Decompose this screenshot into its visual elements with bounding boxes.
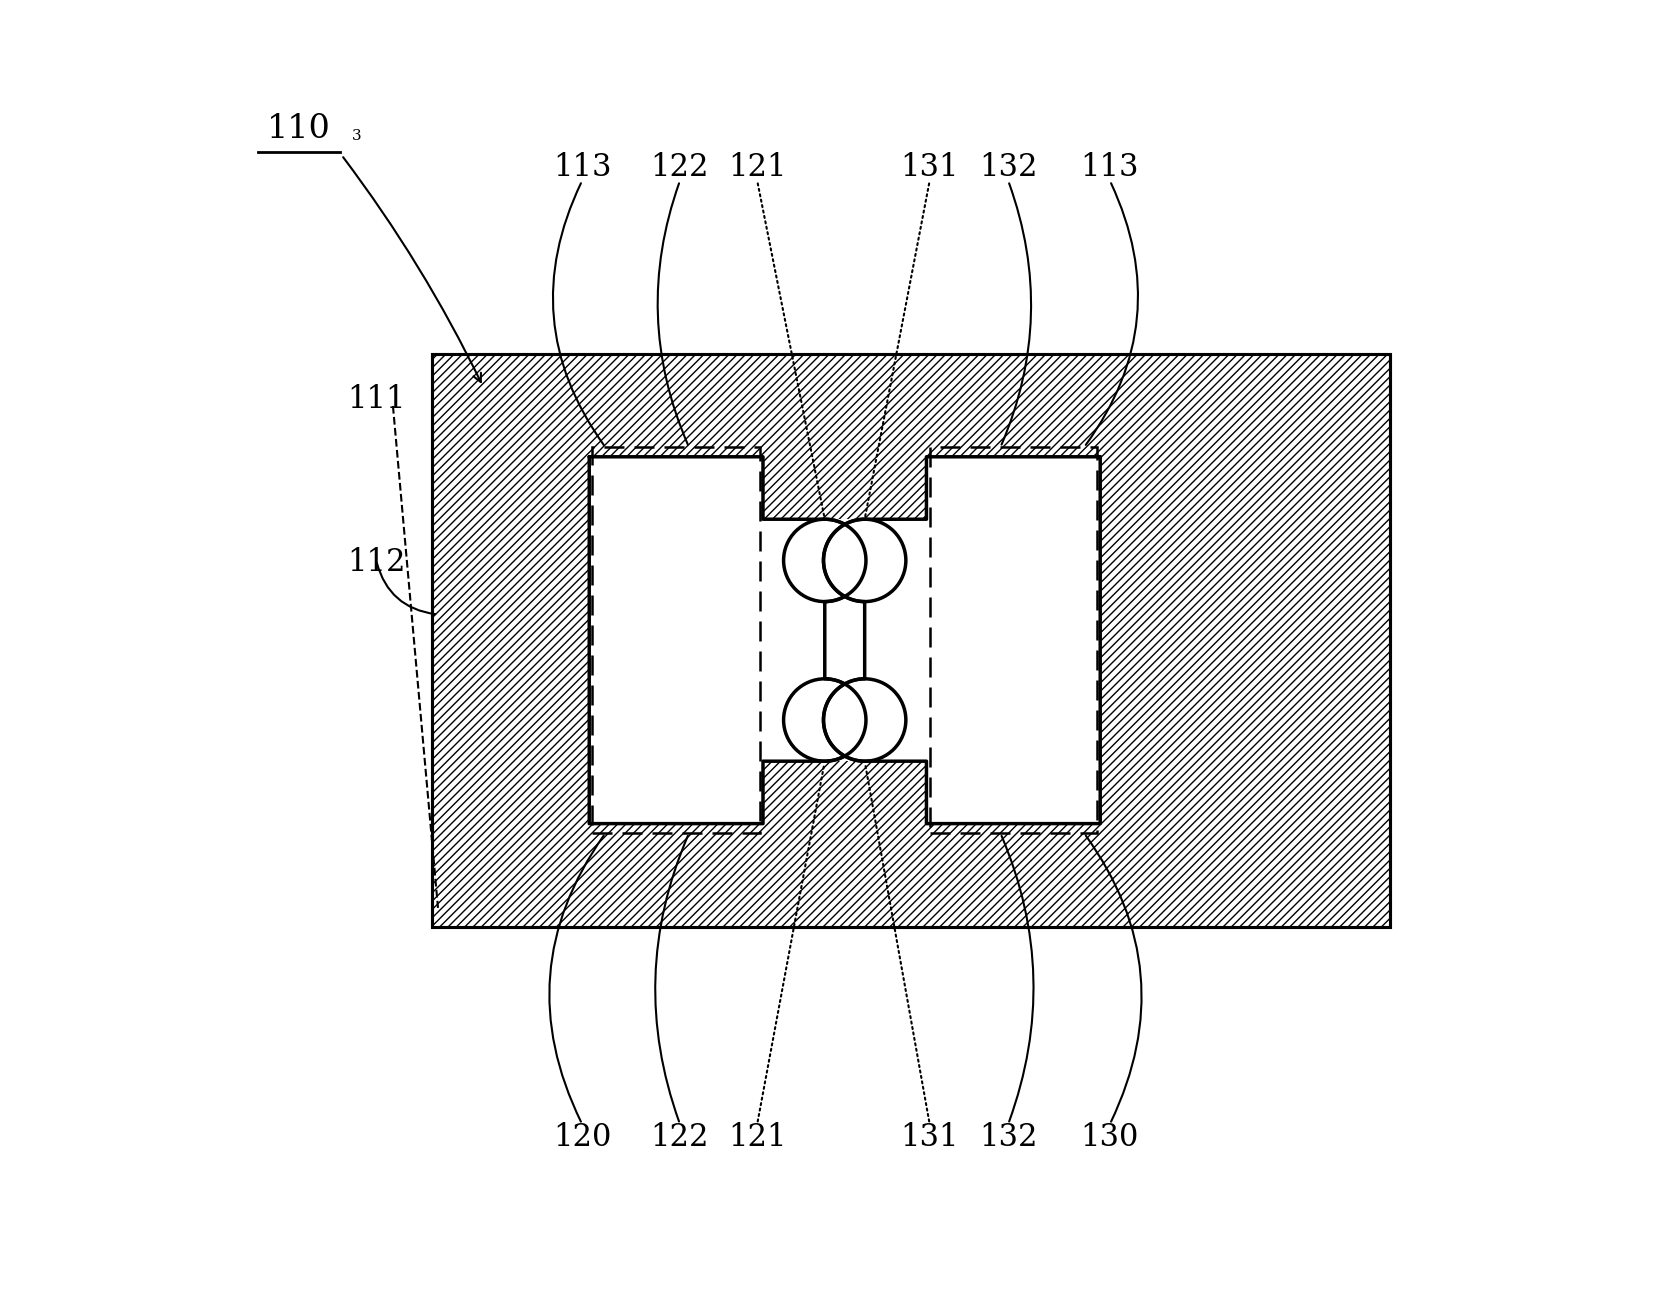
- Text: 111: 111: [346, 384, 405, 415]
- Bar: [589, 457, 763, 824]
- Text: 121: 121: [728, 152, 786, 183]
- Text: 130: 130: [1081, 1121, 1138, 1153]
- Bar: [432, 354, 1390, 928]
- Bar: [432, 354, 1390, 928]
- Text: 3: 3: [351, 129, 361, 143]
- Bar: [865, 519, 967, 761]
- Bar: [925, 457, 1099, 824]
- Circle shape: [823, 519, 905, 601]
- Circle shape: [783, 679, 865, 761]
- Text: 131: 131: [900, 1121, 959, 1153]
- Circle shape: [823, 679, 905, 761]
- Text: 113: 113: [1081, 152, 1138, 183]
- Bar: [592, 448, 760, 833]
- Bar: [432, 354, 1390, 928]
- Text: 120: 120: [552, 1121, 611, 1153]
- Bar: [929, 448, 1096, 833]
- Text: 121: 121: [728, 1121, 786, 1153]
- Text: 110: 110: [268, 113, 331, 146]
- Circle shape: [783, 519, 865, 601]
- Text: 112: 112: [346, 548, 405, 579]
- Text: 132: 132: [979, 152, 1037, 183]
- Text: 113: 113: [552, 152, 611, 183]
- Text: 132: 132: [979, 1121, 1037, 1153]
- Text: 122: 122: [651, 152, 709, 183]
- Text: 122: 122: [651, 1121, 709, 1153]
- Text: 131: 131: [900, 152, 959, 183]
- Bar: [763, 519, 865, 761]
